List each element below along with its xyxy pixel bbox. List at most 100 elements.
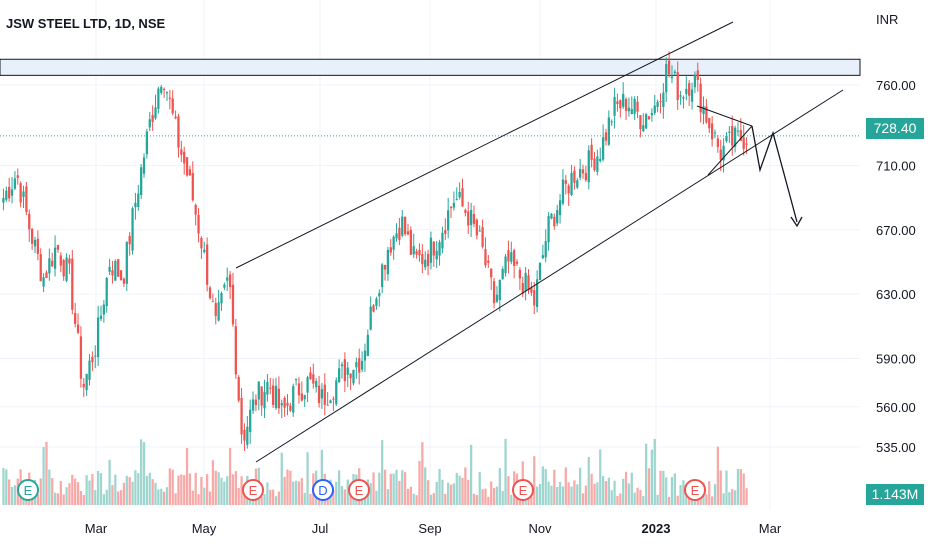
volume-bar bbox=[679, 485, 682, 505]
candle-body bbox=[739, 130, 742, 141]
volume-bar bbox=[733, 490, 737, 505]
dividend-marker[interactable]: D bbox=[312, 479, 334, 501]
candle-body bbox=[119, 270, 123, 281]
volume-bar bbox=[432, 493, 435, 505]
candle-body bbox=[395, 233, 398, 239]
candle-body bbox=[647, 116, 651, 120]
x-tick-label: 2023 bbox=[642, 521, 671, 536]
price-axis[interactable]: 760.00 710.00 670.00 630.00 590.00 560.00 535.… bbox=[876, 78, 916, 455]
candle-body bbox=[251, 399, 255, 411]
volume-bar bbox=[45, 441, 48, 505]
candle-body bbox=[432, 241, 435, 256]
earnings-marker[interactable]: E bbox=[512, 479, 534, 501]
volume-bar bbox=[409, 486, 412, 505]
volume-bar bbox=[160, 488, 163, 505]
candle-body bbox=[214, 303, 217, 316]
candle-body bbox=[108, 266, 111, 272]
candle-body bbox=[260, 386, 263, 406]
y-tick-label: 590.00 bbox=[876, 352, 916, 367]
candle-body bbox=[556, 210, 559, 224]
x-tick-label: Nov bbox=[528, 521, 552, 536]
volume-bar bbox=[117, 491, 120, 505]
earnings-marker[interactable]: E bbox=[17, 479, 39, 501]
volume-bar bbox=[656, 494, 659, 505]
volume-bar bbox=[610, 490, 613, 505]
event-label: D bbox=[318, 483, 327, 498]
volume-bar bbox=[346, 479, 349, 505]
candle-body bbox=[670, 76, 674, 79]
candle-body bbox=[469, 209, 473, 226]
candle-body bbox=[200, 237, 203, 249]
volume-bar bbox=[343, 489, 347, 505]
candle-body bbox=[639, 115, 642, 130]
candle-body bbox=[619, 100, 622, 109]
candle-body bbox=[131, 208, 134, 251]
candle-body bbox=[94, 355, 97, 357]
arrow-head bbox=[790, 216, 803, 228]
earnings-marker[interactable]: E bbox=[242, 479, 264, 501]
volume-bar bbox=[157, 489, 160, 505]
candle-body bbox=[547, 216, 550, 243]
candle-body bbox=[332, 398, 335, 400]
candle-body bbox=[728, 131, 731, 133]
candle-body bbox=[693, 74, 697, 88]
candle-body bbox=[246, 426, 249, 445]
symbol-title[interactable]: JSW STEEL LTD, 1D, NSE bbox=[6, 16, 166, 31]
candle-body bbox=[401, 216, 404, 236]
candle-body bbox=[228, 274, 232, 288]
candle-body bbox=[576, 180, 579, 188]
earnings-marker[interactable]: E bbox=[348, 479, 370, 501]
candle-body bbox=[544, 241, 547, 258]
volume-bar bbox=[599, 449, 602, 505]
candle-body bbox=[65, 257, 68, 281]
volume-bar bbox=[180, 474, 183, 505]
volume-bar bbox=[381, 440, 384, 505]
volume-bar bbox=[142, 442, 146, 505]
volume-bar bbox=[547, 481, 550, 505]
candle-body bbox=[234, 326, 237, 375]
volume-bar bbox=[320, 449, 324, 505]
volume-bar bbox=[472, 493, 476, 505]
volume-bar bbox=[240, 476, 243, 505]
candle-body bbox=[300, 393, 303, 401]
candle-body bbox=[472, 213, 476, 224]
candle-body bbox=[447, 210, 450, 231]
candle-body bbox=[289, 405, 292, 411]
candle-body bbox=[541, 255, 544, 259]
volume-bar bbox=[636, 487, 639, 505]
volume-bar bbox=[165, 487, 169, 505]
event-label: E bbox=[691, 483, 700, 498]
candle-body bbox=[553, 216, 556, 227]
candle-body bbox=[33, 239, 37, 247]
volume-bar bbox=[59, 481, 62, 505]
earnings-marker[interactable]: E bbox=[684, 479, 706, 501]
time-axis[interactable]: Mar May Jul Sep Nov 2023 Mar bbox=[85, 521, 782, 536]
candle-body bbox=[266, 381, 269, 395]
volume-bar bbox=[234, 471, 237, 505]
volume-bar bbox=[705, 494, 708, 505]
candle-body bbox=[550, 213, 553, 219]
candlesticks bbox=[2, 51, 748, 451]
volume-bar bbox=[349, 489, 352, 505]
volume-bar bbox=[338, 470, 341, 505]
candle-body bbox=[30, 228, 34, 244]
candle-body bbox=[346, 367, 349, 375]
candle-body bbox=[71, 258, 74, 310]
candle-body bbox=[449, 206, 453, 209]
volume-bar bbox=[5, 469, 8, 505]
volume-bar bbox=[145, 475, 149, 505]
volume-bar bbox=[128, 477, 131, 505]
candle-body bbox=[613, 96, 616, 116]
candle-body bbox=[277, 388, 281, 409]
volume-bar bbox=[131, 481, 134, 505]
candle-body bbox=[403, 216, 407, 235]
volume-bar bbox=[289, 470, 292, 505]
volume-bar bbox=[108, 459, 111, 505]
candle-body bbox=[122, 278, 126, 284]
trend-lines[interactable] bbox=[235, 21, 844, 463]
candle-body bbox=[208, 287, 212, 299]
candle-body bbox=[530, 287, 533, 293]
